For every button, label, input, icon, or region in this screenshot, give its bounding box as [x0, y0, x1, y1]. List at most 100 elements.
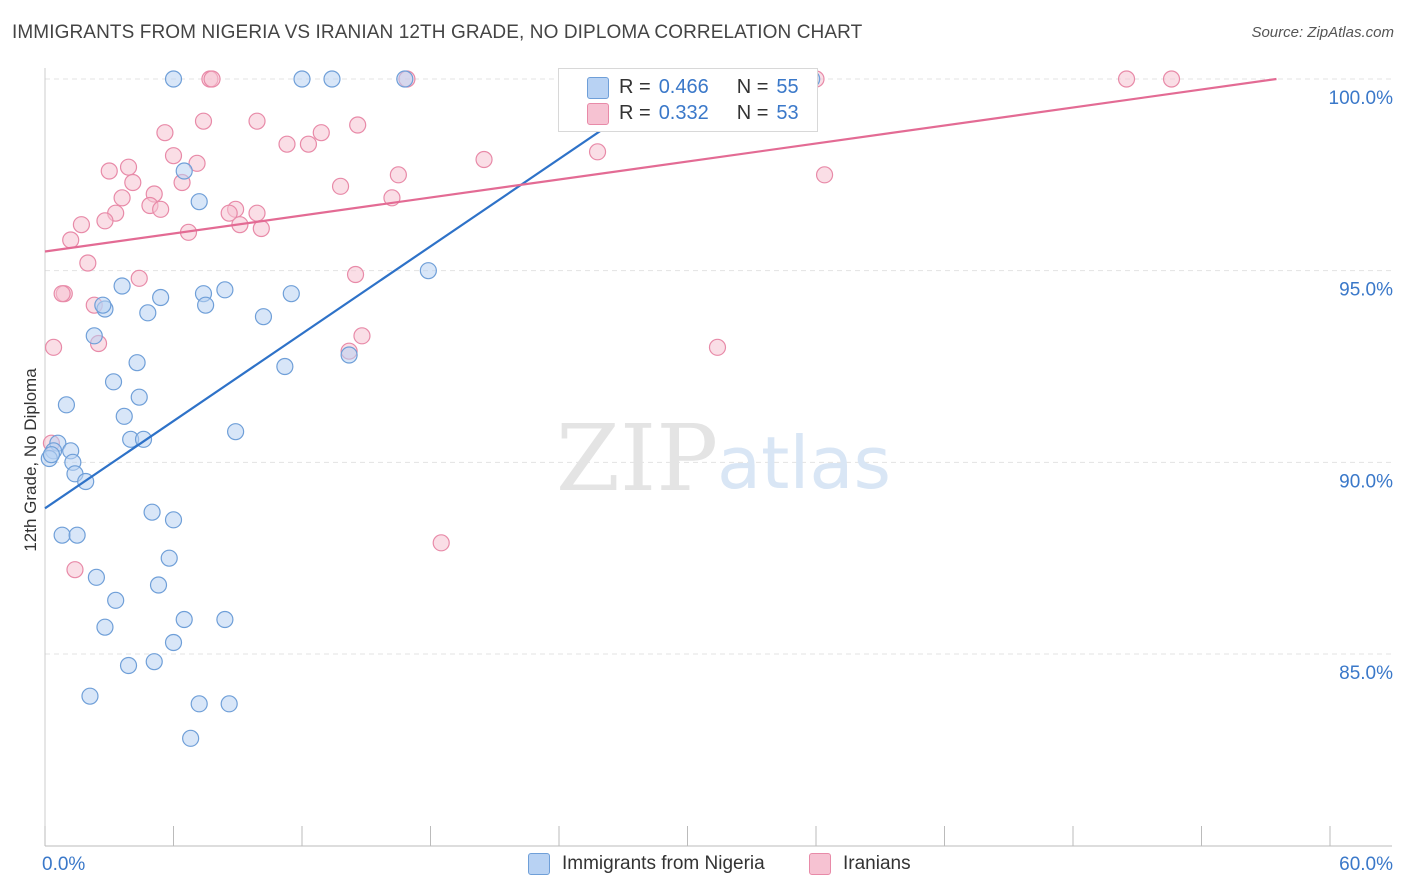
- source-credit: Source: ZipAtlas.com: [1251, 24, 1394, 41]
- nigeria-point: [164, 633, 183, 652]
- nigeria-point: [57, 396, 76, 414]
- iranians-point: [156, 124, 174, 142]
- nigeria-point: [175, 162, 193, 180]
- nigeria-point: [42, 446, 61, 464]
- iranians-point: [152, 200, 170, 218]
- nigeria-point: [282, 285, 300, 303]
- nigeria-point: [139, 304, 157, 322]
- iranians-point: [113, 189, 131, 207]
- iranians-point: [188, 154, 206, 172]
- bottom-legend-iranians: Iranians: [809, 852, 911, 876]
- nigeria-point: [190, 695, 208, 713]
- nigeria-trend-line: [44, 78, 678, 510]
- iranians-point: [389, 166, 407, 184]
- nigeria-point: [119, 656, 138, 675]
- nigeria-point: [164, 511, 183, 529]
- nigeria-point: [182, 729, 200, 747]
- y-tick-label: 100.0%: [1329, 88, 1394, 109]
- nigeria-point: [81, 687, 99, 705]
- legend-r-value-nigeria: 0.466: [658, 75, 709, 98]
- iranians-point: [124, 173, 142, 192]
- x-tick-labels: 0.0% 60.0%: [42, 854, 1393, 875]
- legend-r-label: R =: [619, 101, 651, 124]
- legend-swatch-iranians: [587, 103, 609, 125]
- x-tick-label-max: 60.0%: [1339, 854, 1393, 875]
- nigeria-point: [164, 70, 183, 88]
- iranians-point: [220, 204, 238, 222]
- iranians-point: [346, 265, 365, 284]
- nigeria-point: [107, 591, 125, 609]
- nigeria-point: [104, 373, 123, 391]
- iranians-point: [164, 147, 183, 165]
- iranians-point: [278, 135, 296, 153]
- iranians-point: [203, 70, 221, 88]
- iranians-point: [331, 177, 350, 195]
- legend-n-label: N =: [736, 75, 769, 98]
- nigeria-point: [128, 354, 146, 372]
- nigeria-point: [68, 526, 86, 544]
- iranians-point: [72, 216, 91, 234]
- trend-lines: [44, 77, 1277, 510]
- iranians-point: [353, 327, 371, 345]
- watermark: ZIP atlas: [556, 405, 891, 512]
- iranians-point: [1117, 70, 1136, 88]
- nigeria-point: [197, 296, 215, 314]
- nigeria-point: [396, 70, 414, 88]
- bottom-legend-label-iranians: Iranians: [843, 853, 911, 874]
- legend-n-label: N =: [736, 101, 769, 124]
- nigeria-point: [216, 610, 234, 629]
- nigeria-point: [145, 653, 163, 671]
- nigeria-point: [149, 576, 168, 594]
- nigeria-point: [190, 193, 208, 211]
- iranians-point: [62, 231, 80, 249]
- iranians-point: [432, 534, 450, 552]
- nigeria-point: [87, 568, 106, 586]
- chart-title: IMMIGRANTS FROM NIGERIA VS IRANIAN 12TH …: [12, 22, 863, 43]
- legend-r-label: R =: [619, 75, 651, 98]
- iranians-point: [349, 116, 367, 134]
- nigeria-point: [115, 407, 133, 425]
- iranians-point: [66, 561, 84, 579]
- bottom-legend-label-nigeria: Immigrants from Nigeria: [562, 853, 765, 874]
- iranians-point: [588, 143, 607, 161]
- iranians-point: [708, 338, 727, 356]
- iranians-point: [312, 124, 330, 142]
- nigeria-point: [419, 262, 437, 280]
- nigeria-point: [94, 296, 112, 314]
- y-tick-labels: 85.0% 90.0% 95.0% 100.0%: [1329, 88, 1394, 684]
- nigeria-point: [96, 618, 114, 636]
- iranians-trend-line: [44, 77, 1277, 253]
- iranians-point: [299, 135, 318, 153]
- nigeria-point: [276, 357, 294, 376]
- nigeria-point: [152, 288, 170, 307]
- iranians-point: [248, 112, 266, 130]
- nigeria-point: [175, 610, 193, 629]
- correlation-legend: R = 0.466 N = 55 R = 0.332 N = 53: [558, 68, 818, 132]
- nigeria-point: [323, 70, 341, 88]
- legend-swatch-nigeria: [587, 77, 609, 99]
- iranians-point: [44, 338, 63, 356]
- nigeria-point: [85, 327, 103, 345]
- nigeria-point: [216, 281, 234, 299]
- y-axis-label: 12th Grade, No Diploma: [21, 368, 40, 552]
- iranians-point: [475, 150, 493, 169]
- legend-r-value-iranians: 0.332: [658, 101, 709, 124]
- bottom-legend-swatch-iranians: [809, 853, 831, 875]
- y-tick-label: 90.0%: [1339, 471, 1393, 492]
- iranians-point: [100, 162, 118, 180]
- iranians-point: [79, 254, 97, 272]
- iranians-point: [815, 166, 834, 184]
- iranians-point: [1162, 70, 1181, 88]
- watermark-zip: ZIP: [556, 405, 718, 512]
- bottom-legend-swatch-nigeria: [528, 853, 550, 875]
- y-tick-label: 85.0%: [1339, 663, 1393, 684]
- nigeria-point: [113, 277, 131, 295]
- iranians-point: [248, 204, 266, 222]
- nigeria-point: [293, 70, 311, 88]
- nigeria-points: [40, 70, 821, 747]
- nigeria-point: [254, 308, 273, 326]
- y-tick-label: 95.0%: [1339, 280, 1393, 301]
- watermark-atlas: atlas: [717, 421, 891, 505]
- legend-row-nigeria: R = 0.466 N = 55: [619, 75, 799, 99]
